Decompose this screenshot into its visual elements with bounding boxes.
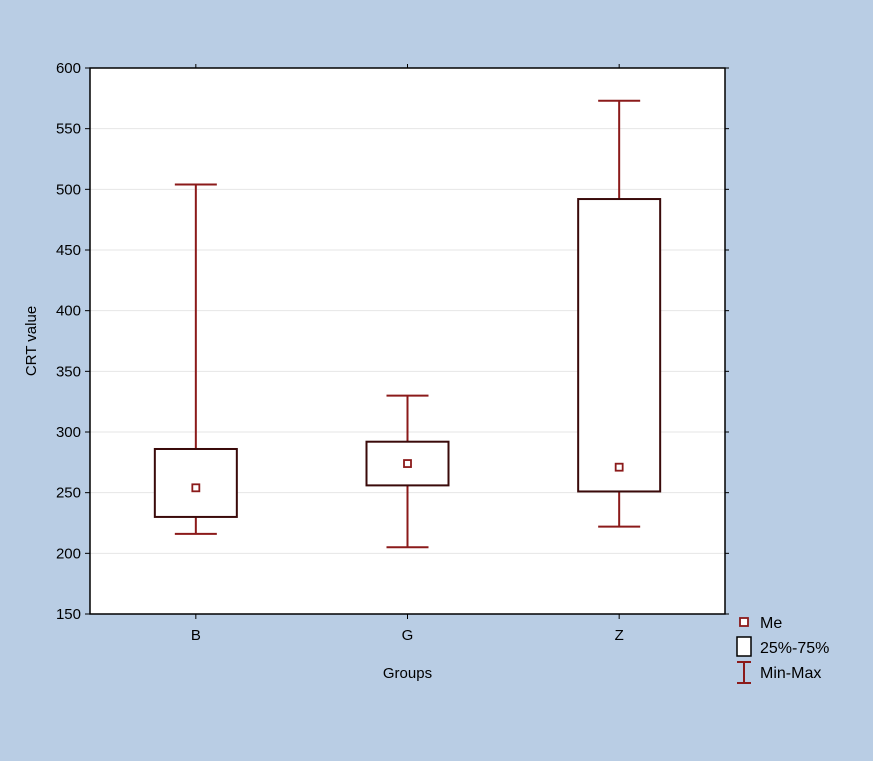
legend: Me 25%-75% Min-Max [736,615,829,684]
box-group-Z [577,99,662,528]
y-tick-label: 600 [56,60,81,77]
y-tick-label: 550 [56,121,81,138]
legend-median-symbol [739,617,749,627]
legend-box-symbol [736,636,752,657]
y-tick-label: 350 [56,363,81,380]
y-axis-title: CRT value [23,306,40,376]
y-tick-label: 150 [56,606,81,623]
median-marker [403,459,412,468]
box-group-G [365,394,450,549]
y-tick-label: 300 [56,424,81,441]
y-tick-label: 200 [56,545,81,562]
x-axis-title: Groups [383,665,432,682]
legend-label-median: Me [760,615,782,632]
y-tick-label: 400 [56,303,81,320]
axes: 150 200 250 300 350 400 450 500 550 600 B G Z [56,60,729,644]
median-marker [191,483,201,493]
y-tick-label: 250 [56,485,81,502]
x-tick-label: B [191,627,201,644]
box-group-B [153,183,238,535]
legend-label-whisker: Min-Max [760,665,821,682]
x-tick-label: Z [615,627,624,644]
boxes [153,99,662,549]
y-tick-label: 500 [56,181,81,198]
median-marker [614,462,624,472]
iqr-box [153,447,238,518]
legend-label-box: 25%-75% [760,640,829,657]
y-tick-label: 450 [56,242,81,259]
x-tick-label: G [402,627,414,644]
iqr-box [577,198,662,493]
